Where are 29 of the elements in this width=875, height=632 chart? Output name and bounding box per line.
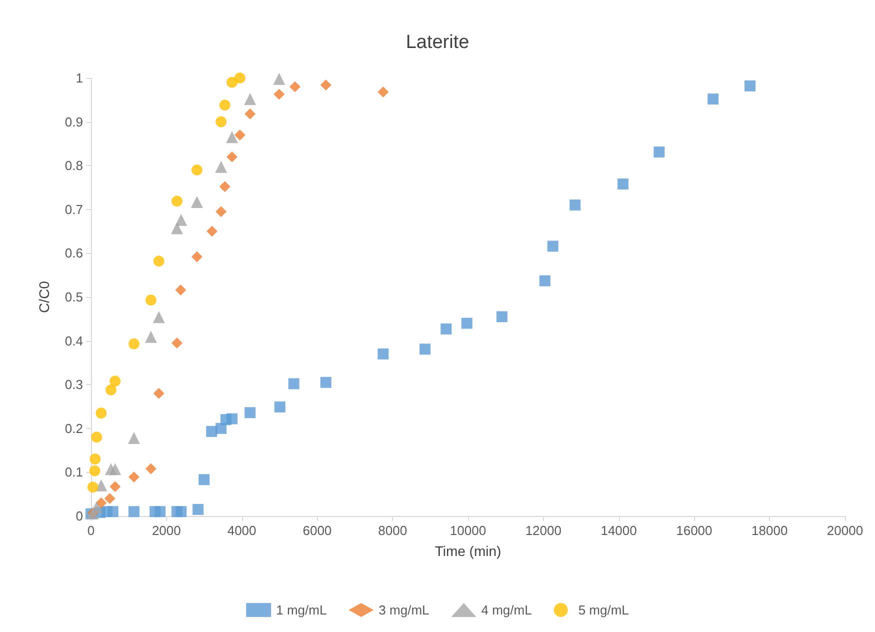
x-tick-label: 16000 [676, 523, 712, 538]
y-tick-label: 0.8 [64, 158, 83, 174]
y-tick-label: 0.2 [64, 420, 83, 436]
legend-label: 5 mg/mL [578, 602, 629, 618]
y-tick-label: 0 [76, 508, 83, 524]
chart-title: Laterite [406, 32, 470, 53]
legend-label: 3 mg/mL [378, 602, 430, 618]
x-tick-label: 6000 [302, 523, 332, 538]
x-tick-label: 12000 [525, 523, 562, 538]
x-tick-label: 8000 [378, 523, 408, 538]
y-tick-label: 0.3 [64, 377, 83, 392]
legend-label: 4 mg/mL [481, 602, 532, 618]
x-tick-label: 14000 [600, 523, 637, 538]
x-tick-label: 18000 [752, 523, 788, 538]
y-tick-label: 0.4 [64, 333, 83, 348]
x-tick-label: 4000 [227, 523, 256, 538]
y-tick-label: 0.1 [64, 464, 83, 480]
y-tick-label: 1 [76, 70, 83, 86]
legend-label: 1 mg/mL [276, 602, 327, 618]
y-tick-label: 0.9 [64, 114, 83, 130]
x-axis-title: Time (min) [434, 543, 502, 559]
x-tick-label: 2000 [152, 523, 181, 538]
y-tick-label: 0.5 [64, 290, 83, 304]
x-tick-label: 0 [87, 523, 95, 538]
x-tick-label: 10000 [450, 523, 486, 538]
y-tick-label: 0.7 [64, 202, 83, 217]
y-axis-title: C/C0 [36, 280, 52, 313]
x-tick-label: 20000 [826, 523, 864, 538]
y-tick-label: 0.6 [64, 246, 83, 261]
